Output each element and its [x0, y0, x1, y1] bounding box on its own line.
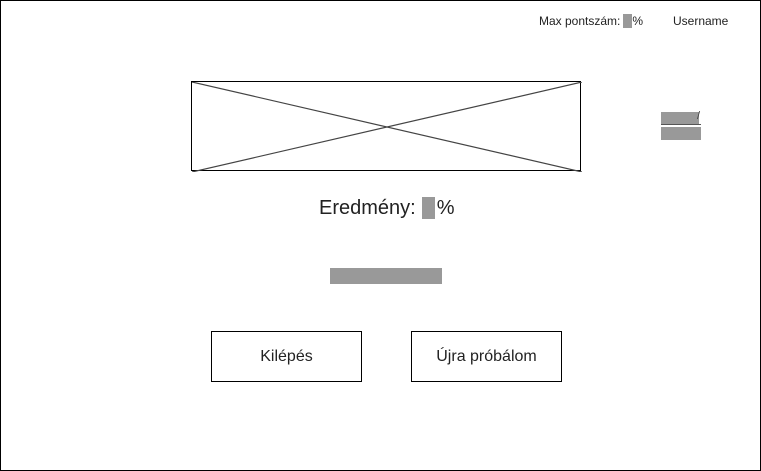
max-score-value-placeholder	[623, 14, 633, 28]
side-score-separator: /	[697, 110, 701, 122]
max-score: Max pontszám: %	[539, 13, 643, 29]
result-text: Eredmény: %	[319, 195, 455, 221]
max-score-unit: %	[632, 14, 644, 28]
username[interactable]: Username	[673, 14, 729, 28]
side-score-top-placeholder	[661, 112, 699, 124]
result-value-placeholder	[421, 197, 435, 219]
result-bar-placeholder	[330, 268, 442, 284]
image-placeholder	[191, 81, 582, 172]
side-score-underline	[661, 124, 701, 125]
image-placeholder-icon	[192, 82, 582, 172]
result-unit: %	[436, 196, 455, 219]
side-score-widget: /	[661, 110, 703, 142]
side-score-bottom-placeholder	[661, 127, 701, 140]
result-label: Eredmény:	[319, 196, 416, 219]
exit-button[interactable]: Kilépés	[211, 331, 362, 382]
max-score-label: Max pontszám:	[539, 14, 621, 28]
retry-button[interactable]: Újra próbálom	[411, 331, 562, 382]
